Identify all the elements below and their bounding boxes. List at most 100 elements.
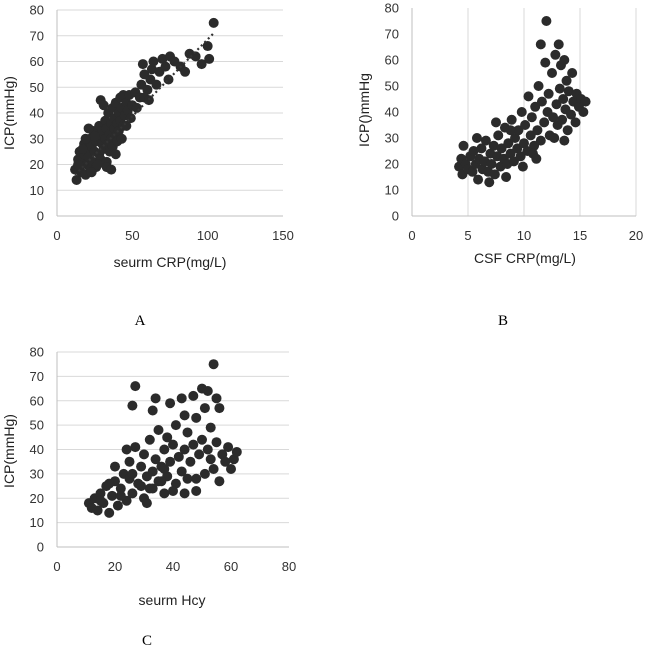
y-tick-label-c: 50 (30, 418, 44, 433)
data-point-c (165, 456, 176, 467)
plot-area-b: 0 10 20 30 40 50 60 70 80 0 5 10 15 20 (385, 1, 644, 244)
y-tick-label-a: 10 (30, 183, 44, 198)
data-point-c (211, 393, 222, 404)
data-point-b (516, 107, 527, 117)
data-point-b (525, 130, 536, 141)
data-point-a (208, 17, 219, 28)
data-point-c (191, 485, 202, 496)
data-point-c (104, 478, 115, 489)
data-point-b (559, 55, 570, 65)
y-tick-label-a: 60 (30, 54, 44, 69)
data-point-c (179, 444, 190, 455)
x-tick-label-a: 0 (53, 228, 60, 243)
data-point-b (543, 88, 554, 99)
data-point-a (116, 133, 127, 144)
data-point-b (533, 81, 544, 91)
data-point-c (127, 400, 138, 411)
data-point-b (468, 146, 479, 156)
data-point-c (208, 464, 219, 474)
data-point-a (196, 59, 207, 70)
data-point-b (535, 39, 546, 50)
data-point-b (506, 114, 517, 125)
panel-letter-b: B (498, 313, 508, 329)
data-point-c (191, 412, 202, 423)
data-point-c (107, 490, 118, 501)
data-point-b (496, 143, 507, 154)
x-tick-label-c: 80 (282, 559, 296, 574)
data-point-c (136, 461, 147, 472)
data-point-c (176, 466, 187, 477)
y-axis-label-c: ICP(mmHg) (1, 414, 17, 488)
data-point-c (191, 473, 202, 484)
y-tick-label-c: 40 (30, 442, 44, 457)
data-point-a (151, 79, 162, 90)
x-tick-label-c: 40 (166, 559, 180, 574)
data-point-a (160, 61, 171, 72)
y-tick-label-a: 40 (30, 106, 44, 121)
x-tick-label-c: 20 (108, 559, 122, 574)
data-point-b (535, 135, 546, 146)
data-point-a (86, 167, 97, 178)
y-tick-label-c: 10 (30, 515, 44, 530)
data-point-c (208, 359, 219, 370)
data-point-c (211, 437, 222, 448)
data-point-b (540, 57, 551, 68)
data-point-c (127, 468, 138, 479)
data-point-a (163, 74, 174, 85)
data-point-c (127, 488, 138, 499)
data-point-c (104, 507, 115, 518)
data-point-b (505, 125, 516, 136)
data-point-a (92, 159, 103, 170)
data-point-c (199, 468, 210, 479)
x-axis-label-b: CSF CRP(mg/L) (474, 250, 576, 266)
data-point-c (130, 381, 141, 392)
y-tick-label-b: 40 (385, 105, 399, 120)
plot-area-a: 0 10 20 30 40 50 60 70 80 0 50 100 150 (30, 3, 294, 244)
data-point-b (561, 75, 572, 86)
data-point-c (162, 432, 173, 443)
data-point-c (92, 505, 103, 516)
data-point-c (188, 390, 199, 401)
data-point-b (467, 166, 478, 177)
data-point-b (529, 140, 540, 151)
data-point-b (526, 112, 537, 123)
data-point-b (536, 96, 547, 107)
data-point-b (486, 159, 497, 169)
x-axis-label-c: seurm Hcy (139, 592, 206, 608)
y-tick-label-b: 70 (385, 27, 399, 42)
data-point-c (95, 488, 106, 499)
y-tick-label-b: 60 (385, 53, 399, 68)
panel-letter-c: C (142, 633, 152, 649)
data-point-c (173, 451, 184, 462)
y-axis-label-a: ICP(mmHg) (1, 76, 17, 150)
x-tick-label-b: 0 (408, 228, 415, 243)
data-point-c (223, 442, 234, 453)
data-point-a (77, 144, 88, 155)
data-point-c (147, 405, 158, 416)
y-tick-label-b: 10 (385, 183, 399, 198)
y-tick-label-c: 20 (30, 491, 44, 506)
y-tick-label-b: 20 (385, 157, 399, 172)
data-point-a (71, 174, 82, 185)
y-tick-label-a: 30 (30, 131, 44, 146)
data-point-c (144, 434, 155, 445)
data-point-b (501, 172, 512, 182)
data-point-c (115, 490, 126, 501)
data-point-a (148, 56, 159, 67)
data-point-a (80, 133, 91, 144)
data-point-b (515, 151, 526, 162)
data-point-a (89, 131, 100, 142)
y-axis-label-b: ICP()mmHg (356, 73, 372, 147)
data-point-b (458, 140, 469, 151)
data-point-b (553, 39, 564, 50)
data-point-b (512, 143, 523, 154)
data-point-c (147, 466, 158, 477)
data-point-b (489, 169, 500, 180)
data-point-b (548, 112, 559, 123)
data-point-c (121, 444, 132, 455)
data-point-c (150, 393, 161, 404)
data-point-a (106, 164, 117, 175)
y-tick-label-b: 0 (392, 209, 399, 224)
data-point-a (73, 159, 84, 170)
